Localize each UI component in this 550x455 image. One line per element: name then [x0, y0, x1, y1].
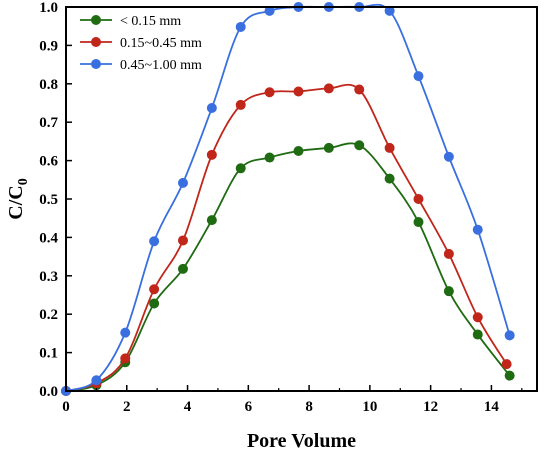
series-line [65, 83, 508, 392]
y-tick-label: 0.8 [39, 77, 58, 93]
data-point [235, 163, 246, 174]
data-point [323, 142, 334, 153]
legend-label: 0.15~0.45 mm [120, 36, 202, 51]
y-axis-title: C/C0 [5, 178, 31, 219]
data-point [206, 102, 217, 113]
x-tick-label: 6 [245, 399, 253, 415]
y-tick-label: 0.7 [39, 115, 58, 131]
x-tick-label: 12 [423, 399, 438, 415]
y-tick-label: 0.3 [39, 269, 58, 285]
x-axis-ticks: 0 2 4 6 8 10 12 14 [62, 385, 523, 415]
data-point [504, 370, 515, 381]
data-point [264, 87, 275, 98]
legend-swatch-marker [91, 15, 101, 25]
x-tick-label: 8 [305, 399, 313, 415]
data-point [384, 173, 395, 184]
data-point [149, 298, 160, 309]
data-point [264, 152, 275, 163]
data-point [149, 236, 160, 247]
y-axis-ticks: 0.0 0.1 0.2 0.3 0.4 0.5 0.6 0.7 0.8 0.9 1.0 [39, 0, 72, 400]
data-point [293, 86, 304, 97]
y-axis-title-main: C/C [5, 185, 27, 219]
data-point [504, 330, 515, 341]
data-point [443, 286, 454, 297]
data-point [120, 353, 131, 364]
x-tick-label: 4 [184, 399, 192, 415]
data-point [443, 248, 454, 259]
y-tick-label: 0.1 [39, 346, 58, 362]
data-point [501, 359, 512, 370]
legend-label: 0.45~1.00 mm [120, 58, 202, 73]
y-tick-label: 0.0 [39, 384, 58, 400]
data-point [354, 140, 365, 151]
data-point [235, 21, 246, 32]
data-point [472, 329, 483, 340]
x-tick-label: 0 [62, 399, 70, 415]
data-point [384, 5, 395, 16]
data-point [413, 71, 424, 82]
legend-label: < 0.15 mm [120, 14, 181, 29]
plot-area [61, 2, 515, 396]
data-point [206, 215, 217, 226]
legend: < 0.15 mm 0.15~0.45 mm 0.45~1.00 mm [80, 14, 202, 73]
x-tick-label: 10 [362, 399, 377, 415]
y-tick-label: 0.5 [39, 192, 58, 208]
data-point [177, 263, 188, 274]
data-point [91, 375, 102, 386]
data-point [472, 224, 483, 235]
y-tick-label: 0.2 [39, 307, 58, 323]
x-tick-label: 2 [123, 399, 131, 415]
series-line [65, 142, 511, 392]
data-point [413, 194, 424, 204]
data-point [354, 84, 365, 95]
y-tick-label: 0.4 [39, 230, 58, 246]
data-point [235, 99, 246, 110]
x-axis-title: Pore Volume [247, 430, 356, 452]
data-point [264, 5, 275, 16]
data-point [177, 177, 188, 188]
legend-swatch-marker [91, 37, 101, 47]
data-point [443, 151, 454, 162]
data-point [293, 146, 304, 156]
data-point [384, 142, 395, 153]
data-point [120, 327, 131, 338]
data-point [177, 235, 188, 246]
y-tick-label: 0.6 [39, 154, 58, 170]
x-tick-label: 14 [484, 399, 500, 415]
y-tick-label: 1.0 [39, 0, 58, 16]
y-axis-title-subscript: 0 [16, 178, 31, 185]
data-point [206, 149, 217, 160]
legend-swatch-marker [91, 59, 101, 69]
data-point [413, 217, 424, 228]
series-2 [61, 83, 512, 396]
data-point [149, 284, 160, 295]
y-tick-label: 0.9 [39, 38, 58, 54]
data-point [323, 83, 334, 94]
data-point [472, 312, 483, 323]
